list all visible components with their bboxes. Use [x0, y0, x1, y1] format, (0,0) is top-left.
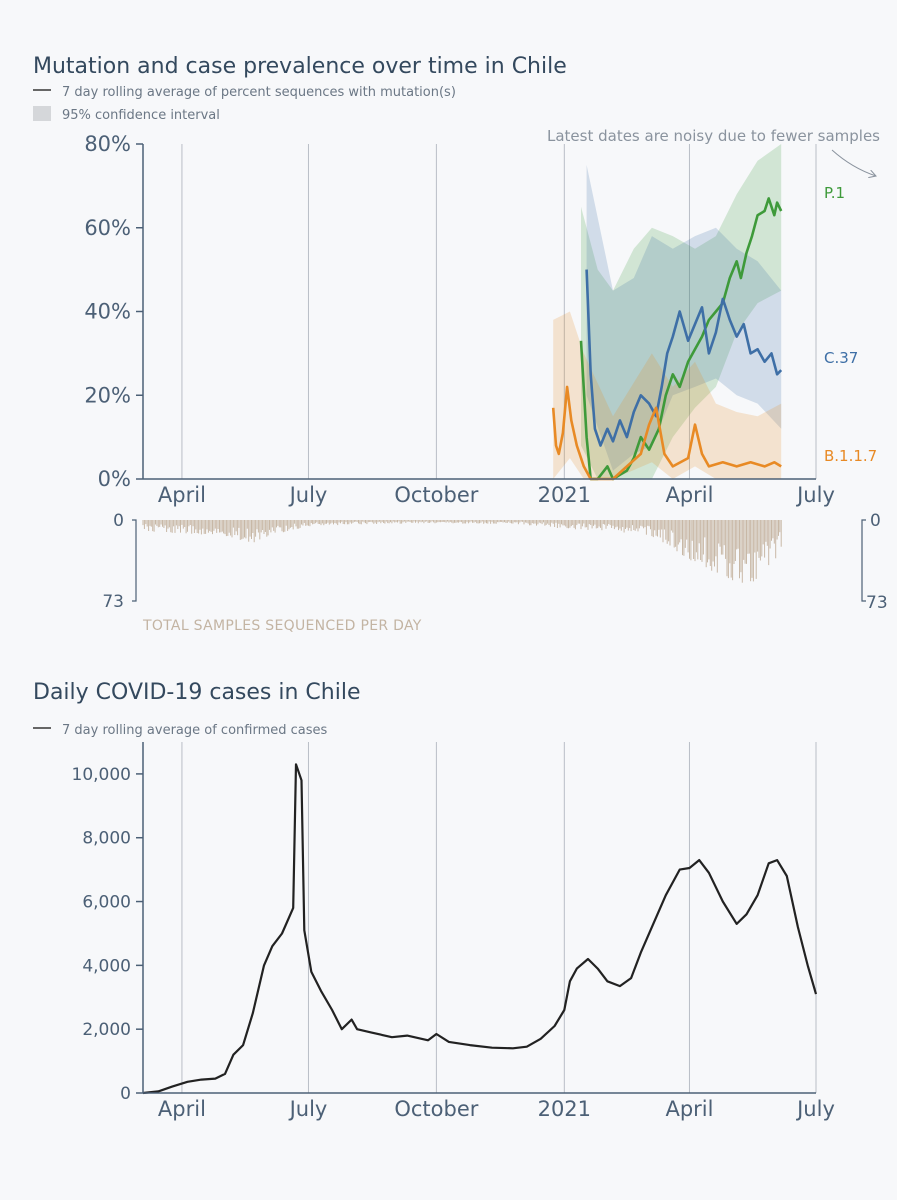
annotation-arrow [831, 149, 876, 176]
cases-gridlines [181, 742, 817, 1093]
samples-left-max-zero: 0 [113, 511, 124, 531]
cases-legend-swatch [33, 727, 51, 729]
cases-series-line [142, 763, 818, 1095]
prevalence-x-ticks: April July October 2021 April July [158, 483, 835, 507]
cases-x-tick-label: April [665, 1097, 713, 1121]
cases-x-ticks: April July October 2021 April July [158, 1097, 835, 1121]
samples-right-zero: 0 [870, 511, 881, 531]
cases-y-tick-label: 10,000 [72, 765, 131, 785]
prevalence-x-tick-label: April [665, 483, 713, 507]
prevalence-y-tick-label: 40% [84, 300, 131, 324]
cases-y-tick-label: 4,000 [82, 956, 131, 976]
legend-ci-swatch [33, 106, 51, 121]
confidence-band-c37 [586, 164, 782, 471]
legend-line-swatch [33, 89, 51, 91]
cases-chart-title: Daily COVID-19 cases in Chile [33, 680, 361, 705]
prevalence-x-tick-label: 2021 [538, 483, 591, 507]
cases-y-ticks: 0 2,000 4,000 6,000 8,000 10,000 [72, 765, 143, 1104]
confidence-band-p1 [581, 144, 782, 479]
prevalence-chart-title: Mutation and case prevalence over time i… [33, 54, 567, 79]
prevalence-x-tick-label: April [158, 483, 206, 507]
legend-rolling-average: 7 day rolling average of percent sequenc… [62, 85, 456, 100]
cases-y-tick-label: 6,000 [82, 893, 131, 913]
series-line-b117 [551, 385, 782, 481]
prevalence-x-tick-label: July [795, 483, 835, 507]
samples-right-max-label: 73 [866, 593, 888, 613]
samples-bars [142, 520, 782, 583]
series-line-c37 [585, 269, 783, 447]
series-label-b117: B.1.1.7 [824, 447, 877, 465]
prevalence-y-tick-label: 20% [84, 383, 131, 407]
prevalence-y-tick-label: 60% [84, 216, 131, 240]
cases-y-tick-label: 8,000 [82, 829, 131, 849]
samples-right-axis [861, 519, 866, 602]
prevalence-y-tick-label: 0% [98, 467, 131, 491]
cases-legend-label: 7 day rolling average of confirmed cases [62, 723, 328, 738]
legend-confidence-interval: 95% confidence interval [62, 108, 220, 123]
prevalence-y-tick-label: 80% [84, 132, 131, 156]
cases-x-tick-label: 2021 [538, 1097, 591, 1121]
prevalence-y-ticks: 0% 20% 40% 60% 80% [84, 132, 143, 491]
samples-strip-label: TOTAL SAMPLES SEQUENCED PER DAY [142, 618, 422, 634]
cases-x-tick-label: October [394, 1097, 478, 1121]
cases-y-tick-label: 2,000 [82, 1020, 131, 1040]
series-label-c37: C.37 [824, 349, 858, 367]
prevalence-x-tick-label: October [394, 483, 478, 507]
series-label-p1: P.1 [824, 184, 845, 202]
prevalence-gridlines [181, 144, 817, 479]
prevalence-series-labels: P.1 C.37 B.1.1.7 [824, 184, 877, 465]
samples-left-max-label: 73 [102, 592, 124, 612]
samples-left-axis [132, 519, 137, 602]
cases-x-tick-label: April [158, 1097, 206, 1121]
cases-x-tick-label: July [795, 1097, 835, 1121]
cases-x-tick-label: July [288, 1097, 328, 1121]
noisy-dates-annotation: Latest dates are noisy due to fewer samp… [547, 127, 880, 145]
cases-y-tick-label: 0 [120, 1084, 131, 1104]
prevalence-x-tick-label: July [288, 483, 328, 507]
cases-rolling-average-line [142, 763, 818, 1095]
